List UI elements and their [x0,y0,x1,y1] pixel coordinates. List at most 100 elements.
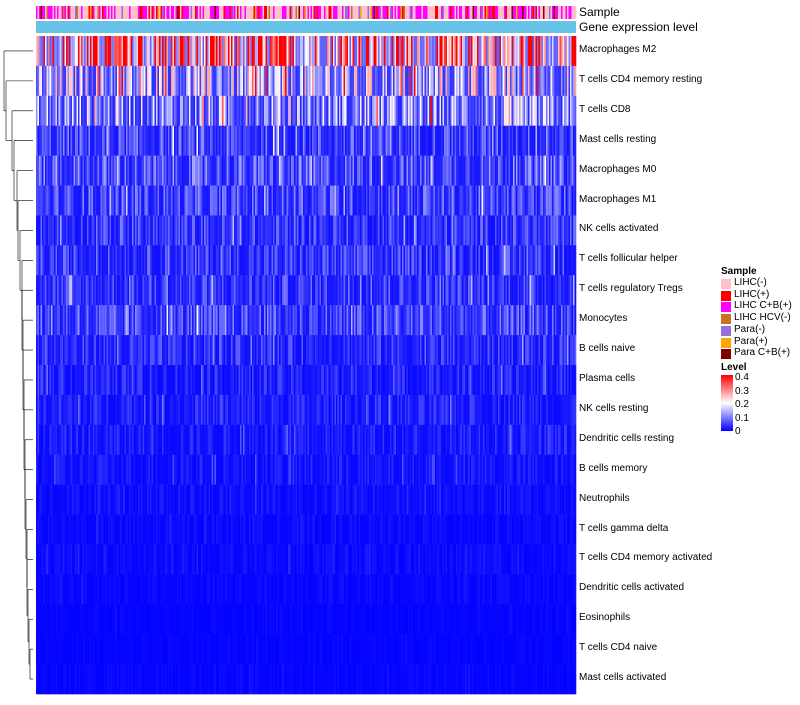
heatmap-cell [217,394,220,426]
heatmap-cell [259,36,262,67]
heatmap-cell [570,125,572,156]
heatmap-cell [303,394,305,426]
sample-annotation-cell [175,6,178,19]
heatmap-cell [306,215,308,246]
sample-annotation-cell [216,6,218,19]
heatmap-cell [181,394,184,426]
heatmap-cell [339,394,341,426]
heatmap-cell [387,125,389,156]
heatmap-cell [235,245,238,276]
heatmap-cell [364,185,367,216]
heatmap-cell [274,65,277,97]
heatmap-cell [196,36,199,67]
heatmap-cell [88,335,91,366]
heatmap-cell [214,394,217,426]
heatmap-cell [552,275,554,306]
heatmap-cell [333,65,335,97]
heatmap-cell [253,305,256,336]
heatmap-cell [465,245,467,276]
heatmap-cell [561,125,563,156]
heatmap-cell [88,365,91,396]
heatmap-cell [304,36,307,67]
heatmap-cell [349,365,352,396]
heatmap-cell [400,125,403,156]
heatmap-cell [486,155,488,186]
heatmap-cell [517,36,520,67]
heatmap-cell [370,335,373,366]
heatmap-cell [393,394,395,426]
sample-annotation-cell [147,6,149,19]
heatmap-cell [549,245,551,276]
heatmap-cell [222,95,224,127]
heatmap-cell [288,65,290,97]
sample-annotation-cell [124,6,127,19]
heatmap-cell [564,155,566,186]
sample-annotation-cell [448,6,451,19]
heatmap-cell [349,305,352,336]
heatmap-cell [114,245,116,276]
heatmap-cell [256,394,259,426]
heatmap-cell [336,95,338,127]
sample-annotation-cell [229,6,232,19]
heatmap-cell [511,125,514,156]
heatmap-cell [313,95,316,127]
heatmap-cell [220,335,223,366]
sample-annotation-cell [247,6,250,19]
heatmap-cell [274,394,277,426]
heatmap-cell [462,215,464,246]
heatmap-cell [247,305,250,336]
heatmap-cell [336,245,338,276]
heatmap-cell [534,65,536,97]
heatmap-cell [237,365,239,396]
heatmap-cell [504,215,506,246]
heatmap-cell [223,185,226,216]
heatmap-cell [70,275,73,306]
heatmap-cell [310,36,313,67]
sample-annotation-cell [483,6,485,19]
heatmap-cell [567,95,569,127]
heatmap-cell [294,215,296,246]
heatmap-cell [273,125,275,156]
heatmap-cell [358,215,361,246]
heatmap-cell [309,365,311,396]
heatmap-cell [271,394,274,426]
heatmap-cell [117,185,119,216]
heatmap-cell [276,215,278,246]
heatmap-cell [280,36,283,67]
heatmap-cell [252,36,254,67]
heatmap-cell [286,275,289,306]
heatmap-cell [99,125,101,156]
heatmap-cell [538,335,541,366]
heatmap-cell [42,275,44,306]
sample-annotation-cell [447,6,449,19]
heatmap-cell [144,125,146,156]
heatmap-cell [553,335,556,366]
heatmap-cell [348,394,350,426]
heatmap-cell [181,125,184,156]
heatmap-cell [259,335,262,366]
heatmap-cell [124,305,127,336]
heatmap-cell [342,305,344,336]
heatmap-cell [564,215,566,246]
heatmap-cell [552,155,554,186]
heatmap-cell [390,275,392,306]
heatmap-cell [220,125,223,156]
heatmap-cell [240,335,242,366]
heatmap-cell [114,335,116,366]
heatmap-cell [310,185,313,216]
heatmap-cell [247,365,250,396]
heatmap-cell [478,275,481,306]
heatmap-cell [120,305,122,336]
heatmap-cell [117,275,119,306]
heatmap-cell [79,394,82,426]
heatmap-cell [330,245,332,276]
heatmap-cell [225,185,227,216]
heatmap-cell [166,155,169,186]
heatmap-cell [405,365,407,396]
heatmap-cell [253,185,256,216]
heatmap-cell [456,185,458,216]
heatmap-cell [334,245,337,276]
heatmap-cell [558,335,560,366]
heatmap-cell [481,335,484,366]
heatmap-cell [316,275,319,306]
